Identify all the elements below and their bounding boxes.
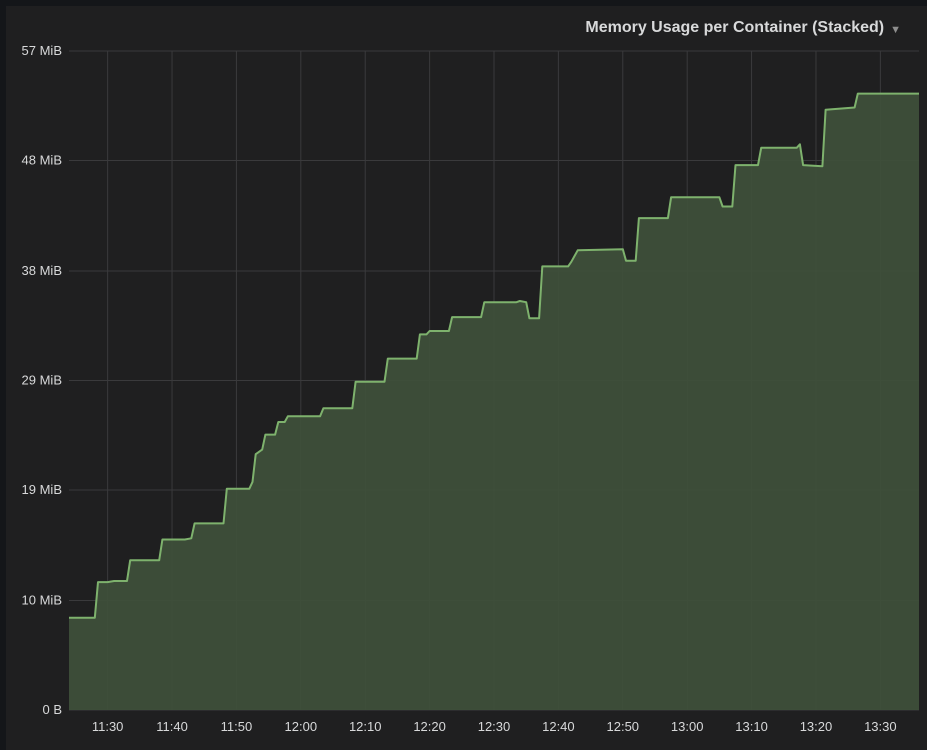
x-tick-label: 12:50: [607, 719, 640, 734]
x-tick-label: 13:20: [800, 719, 833, 734]
y-tick-label: 57 MiB: [22, 43, 62, 58]
x-tick-label: 13:30: [864, 719, 897, 734]
x-tick-label: 11:50: [221, 719, 253, 734]
y-tick-label: 48 MiB: [22, 152, 62, 167]
panel-title[interactable]: Memory Usage per Container (Stacked): [585, 19, 885, 36]
y-tick-label: 38 MiB: [22, 263, 62, 278]
x-tick-label: 12:30: [478, 719, 511, 734]
y-tick-label: 0 B: [42, 702, 62, 717]
y-tick-label: 10 MiB: [22, 593, 62, 608]
series-area: [69, 93, 919, 711]
caret-down-icon[interactable]: ▼: [890, 24, 901, 36]
x-tick-label: 12:20: [413, 719, 446, 734]
x-tick-label: 12:00: [285, 719, 318, 734]
x-tick-label: 12:10: [349, 719, 382, 734]
series-line: [69, 92, 919, 619]
y-tick-label: 29 MiB: [22, 373, 62, 388]
x-tick-label: 11:40: [156, 719, 188, 734]
x-tick-label: 13:00: [671, 719, 704, 734]
x-tick-label: 11:30: [92, 719, 124, 734]
x-tick-label: 13:10: [735, 719, 768, 734]
x-tick-label: 12:40: [542, 719, 575, 734]
panel-header[interactable]: Memory Usage per Container (Stacked) ▼: [6, 16, 901, 40]
y-tick-label: 19 MiB: [22, 482, 62, 497]
